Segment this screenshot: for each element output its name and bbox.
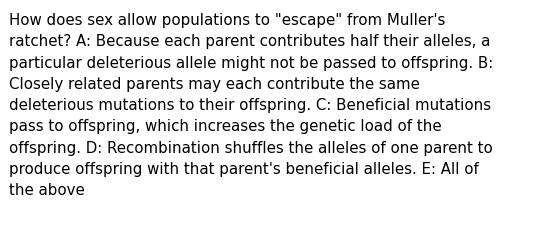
Text: the above: the above (9, 183, 85, 198)
Text: particular deleterious allele might not be passed to offspring. B:: particular deleterious allele might not … (9, 55, 493, 70)
Text: How does sex allow populations to "escape" from Muller's: How does sex allow populations to "escap… (9, 13, 445, 28)
Text: ratchet? A: Because each parent contributes half their alleles, a: ratchet? A: Because each parent contribu… (9, 34, 490, 49)
Text: Closely related parents may each contribute the same: Closely related parents may each contrib… (9, 76, 420, 92)
Text: offspring. D: Recombination shuffles the alleles of one parent to: offspring. D: Recombination shuffles the… (9, 140, 493, 155)
Text: pass to offspring, which increases the genetic load of the: pass to offspring, which increases the g… (9, 119, 441, 134)
Text: deleterious mutations to their offspring. C: Beneficial mutations: deleterious mutations to their offspring… (9, 98, 491, 113)
Text: produce offspring with that parent's beneficial alleles. E: All of: produce offspring with that parent's ben… (9, 161, 479, 176)
